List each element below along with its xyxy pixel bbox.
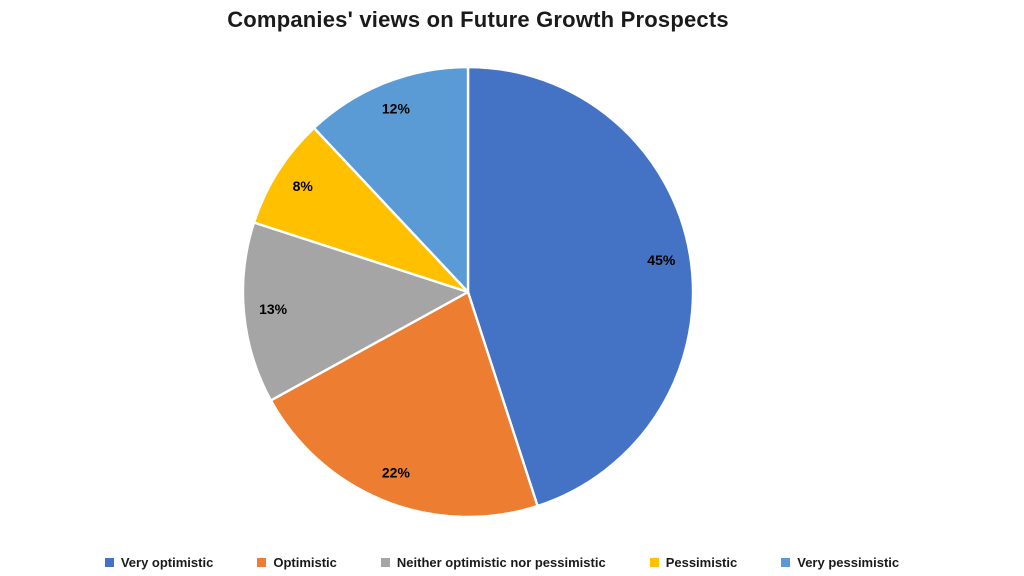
legend-label: Very optimistic [120,554,214,570]
pie-label-pessimistic: 8% [293,178,314,194]
legend-swatch-optimistic [257,557,267,567]
pie-slice-optimistic [269,290,539,519]
pie-chart: 45% 22% 13% 8% 12% [241,65,695,519]
chart-title: Companies' views on Future Growth Prospe… [227,7,729,32]
pie-label-very-optimistic: 45% [647,252,676,268]
legend-swatch-very-pessimistic [781,557,791,567]
legend-swatch-pessimistic [649,557,659,567]
legend-swatch-neither-optimistic-nor-pessimistic [380,557,390,567]
legend-label: Neither optimistic nor pessimistic [396,554,606,570]
legend-label: Optimistic [273,554,337,570]
legend-label: Very pessimistic [797,554,900,570]
pie-slice-very-pessimistic [312,65,470,294]
legend-label: Pessimistic [665,554,738,570]
legend-item-optimistic: Optimistic [257,555,337,570]
legend-item-very-optimistic: Very optimistic [104,554,214,570]
pie-label-very-pessimistic: 12% [382,101,411,117]
pie-slice-neither-optimistic-nor-pessimistic [241,221,470,402]
chart-legend: Very optimistic Optimistic Neither optimis… [0,551,1004,573]
legend-item-neither-optimistic-nor-pessimistic: Neither optimistic nor pessimistic [380,554,606,570]
pie-label-neither-optimistic-nor-pessimistic: 13% [259,301,288,317]
legend-swatch-very-optimistic [104,557,114,567]
legend-item-very-pessimistic: Very pessimistic [781,555,899,570]
pie-label-optimistic: 22% [382,465,411,481]
legend-item-pessimistic: Pessimistic [649,554,738,570]
pie-slice-pessimistic [252,126,470,294]
pie-slice-very-optimistic [466,65,695,508]
